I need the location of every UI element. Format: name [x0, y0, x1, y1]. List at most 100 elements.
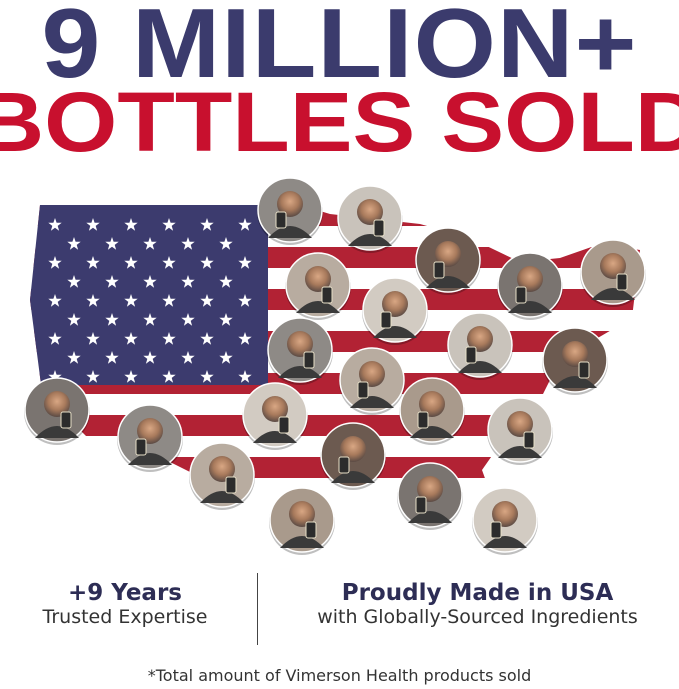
customer-photo [542, 327, 608, 395]
flag-star [181, 237, 195, 250]
face-icon [262, 396, 288, 422]
bottle-icon [515, 286, 527, 304]
flag-star [162, 332, 176, 345]
face-icon [382, 291, 408, 317]
face-icon [289, 501, 315, 527]
flag-star [162, 370, 176, 383]
flag-star [238, 332, 252, 345]
customer-photo [397, 462, 463, 530]
customer-photo [267, 317, 333, 385]
face-icon [517, 266, 543, 292]
face-icon [287, 331, 313, 357]
stat-made-in-usa: Proudly Made in USA with Globally-Source… [280, 580, 675, 628]
face-icon [435, 241, 461, 267]
headline-line-1: 9 MILLION+ [41, 0, 638, 98]
flag-star [143, 313, 157, 326]
flag-star [86, 256, 100, 269]
flag-star [86, 294, 100, 307]
flag-star [67, 351, 81, 364]
customer-photo [497, 252, 563, 320]
face-icon [467, 326, 493, 352]
face-icon [419, 391, 445, 417]
customer-photo [447, 312, 513, 380]
customer-photo [415, 227, 481, 295]
flag-star [219, 275, 233, 288]
face-icon [359, 361, 385, 387]
face-icon [340, 436, 366, 462]
flag-star [48, 218, 62, 231]
flag-star [48, 294, 62, 307]
flag-star [86, 370, 100, 383]
bottle-icon [523, 431, 535, 449]
headline-line-2: BOTTLES SOLD [0, 75, 679, 169]
flag-star [219, 237, 233, 250]
flag-star [238, 218, 252, 231]
customer-photo [269, 487, 335, 555]
bottle-icon [135, 438, 147, 456]
flag-star [48, 332, 62, 345]
flag-star [238, 370, 252, 383]
customer-photo [580, 239, 646, 307]
usa-flag-map-icon [24, 177, 646, 555]
bottle-icon [465, 346, 477, 364]
face-icon [600, 253, 626, 279]
flag-star [200, 294, 214, 307]
face-icon [492, 501, 518, 527]
bottle-icon [357, 381, 369, 399]
flag-star [124, 294, 138, 307]
flag-star [86, 332, 100, 345]
customer-photo [487, 397, 553, 465]
flag-star [105, 313, 119, 326]
bottle-icon [578, 361, 590, 379]
flag-star [124, 332, 138, 345]
flag-star [105, 275, 119, 288]
stat-years-title: +9 Years [68, 580, 182, 606]
flag-star [124, 218, 138, 231]
face-icon [417, 476, 443, 502]
flag-star [200, 256, 214, 269]
bottle-icon [616, 273, 628, 291]
flag-star [105, 351, 119, 364]
flag-star [181, 351, 195, 364]
flag-star [200, 218, 214, 231]
flag-star [48, 370, 62, 383]
flag-star [67, 313, 81, 326]
flag-star [67, 275, 81, 288]
customer-photo [117, 404, 183, 472]
bottle-icon [373, 219, 385, 237]
bottle-icon [338, 456, 350, 474]
face-icon [209, 456, 235, 482]
flag-star [124, 370, 138, 383]
bottle-icon [225, 476, 237, 494]
face-icon [357, 199, 383, 225]
divider [257, 573, 258, 645]
flag-star [124, 256, 138, 269]
bottle-icon [275, 211, 287, 229]
flag-star [162, 218, 176, 231]
flag-star [162, 256, 176, 269]
customer-photo [24, 377, 90, 445]
flag-star [67, 237, 81, 250]
bottle-icon [490, 521, 502, 539]
footnote: *Total amount of Vimerson Health product… [147, 666, 532, 685]
customer-photos [24, 177, 646, 555]
flag-star [219, 351, 233, 364]
bottle-icon [305, 521, 317, 539]
flag-star [143, 275, 157, 288]
bottle-icon [417, 411, 429, 429]
bottle-icon [433, 261, 445, 279]
bottle-icon [415, 496, 427, 514]
customer-photo [257, 177, 323, 245]
face-icon [137, 418, 163, 444]
bottle-icon [303, 351, 315, 369]
flag-star [200, 332, 214, 345]
customer-photo [320, 422, 386, 490]
customer-photo [339, 347, 405, 415]
stat-usa-title: Proudly Made in USA [341, 580, 614, 606]
flag-star [181, 275, 195, 288]
flag-star [105, 237, 119, 250]
stat-years-subtitle: Trusted Expertise [42, 606, 208, 628]
face-icon [44, 391, 70, 417]
face-icon [507, 411, 533, 437]
bottle-icon [321, 286, 333, 304]
